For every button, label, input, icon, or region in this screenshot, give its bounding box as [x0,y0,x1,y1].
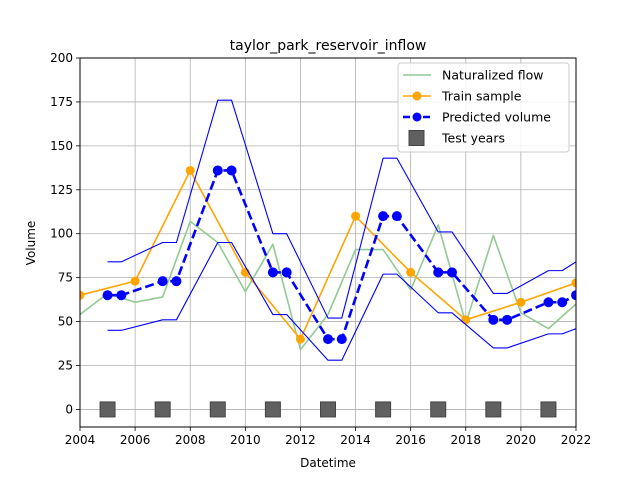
train-sample-point [295,334,305,344]
plot-frame [79,57,577,428]
test-year-marker [485,401,502,418]
legend-label-train-sample: Train sample [441,89,522,104]
x-tick-label: 2014 [340,433,371,447]
predicted-volume-point [557,297,568,308]
x-tick-label: 2018 [451,433,482,447]
predicted-volume-point [323,334,333,345]
x-tick-label: 2020 [506,433,537,447]
predicted-volume-point [543,297,554,308]
y-tick-label: 150 [50,139,73,153]
y-tick-label: 200 [50,51,73,65]
train-sample-point [406,267,416,277]
predicted-volume-point [378,211,389,222]
predicted-volume-point [212,165,223,176]
predicted-volume-point [433,267,444,278]
predicted-volume-point [157,276,168,287]
test-year-marker [154,401,171,418]
train-sample-point [571,278,576,288]
train-sample-point [351,211,361,221]
y-axis-label: Volume [24,221,38,266]
predicted-volume-point [391,211,402,222]
y-tick-label: 125 [50,183,73,197]
predicted-volume-point [226,165,237,176]
train-sample-point [516,297,526,307]
x-tick-label: 2008 [175,433,206,447]
y-tick-label: 50 [58,315,73,329]
legend: Naturalized flow Train sample Predicted vo… [397,62,570,153]
test-year-marker [540,401,557,418]
predicted-volume-point [102,290,113,301]
predicted-volume-point [488,314,499,325]
y-tick-label: 25 [58,359,73,373]
test-year-marker [99,401,116,418]
y-tick-label: 175 [50,95,73,109]
x-tick-label: 2016 [395,433,426,447]
predicted-volume-point [336,334,347,345]
predicted-volume-point [571,290,576,301]
legend-marker-train-sample [412,91,422,101]
interval-bound-3-line [107,99,576,319]
legend-label-predicted-volume: Predicted volume [442,110,551,125]
interval-bound-4-line [107,241,576,361]
legend-marker-predicted-volume [412,112,422,122]
test-year-marker [264,401,281,418]
plot-area [80,99,576,418]
predicted-volume-point [267,267,278,278]
legend-label-test-years: Test years [441,131,505,146]
y-tick-label: 100 [50,227,73,241]
predicted-volume-point [116,290,127,301]
predicted-volume-point [447,267,457,278]
x-axis-label: Datetime [300,456,356,470]
x-tick-label: 2022 [561,433,592,447]
train-sample-point [185,165,195,175]
predicted-volume-point [171,276,182,287]
x-tick-label: 2010 [230,433,261,447]
x-tick-label: 2004 [65,433,96,447]
train-sample-line [80,169,576,340]
axes: 2004 2006 2008 2010 2012 2014 2016 2018 2020 2022… [50,51,591,447]
legend-box [397,62,570,153]
x-tick-label: 2006 [120,433,151,447]
x-tick-label: 2012 [285,433,316,447]
test-year-marker [375,401,392,418]
legend-label-naturalized-flow: Naturalized flow [442,68,543,83]
test-year-marker [320,401,336,418]
y-tick-label: 0 [65,402,73,416]
test-year-marker [209,401,226,418]
predicted-volume-point [502,314,513,325]
chart-title: taylor_park_reservoir_inflow [230,38,427,54]
train-sample-point [461,315,471,325]
test-year-marker [430,401,447,418]
y-tick-label: 75 [58,271,73,285]
predicted-volume-point [281,267,292,278]
legend-swatch-test-years [408,130,425,146]
train-sample-point [130,276,140,286]
train-sample-point [80,290,85,300]
naturalized-flow-line [80,220,576,351]
